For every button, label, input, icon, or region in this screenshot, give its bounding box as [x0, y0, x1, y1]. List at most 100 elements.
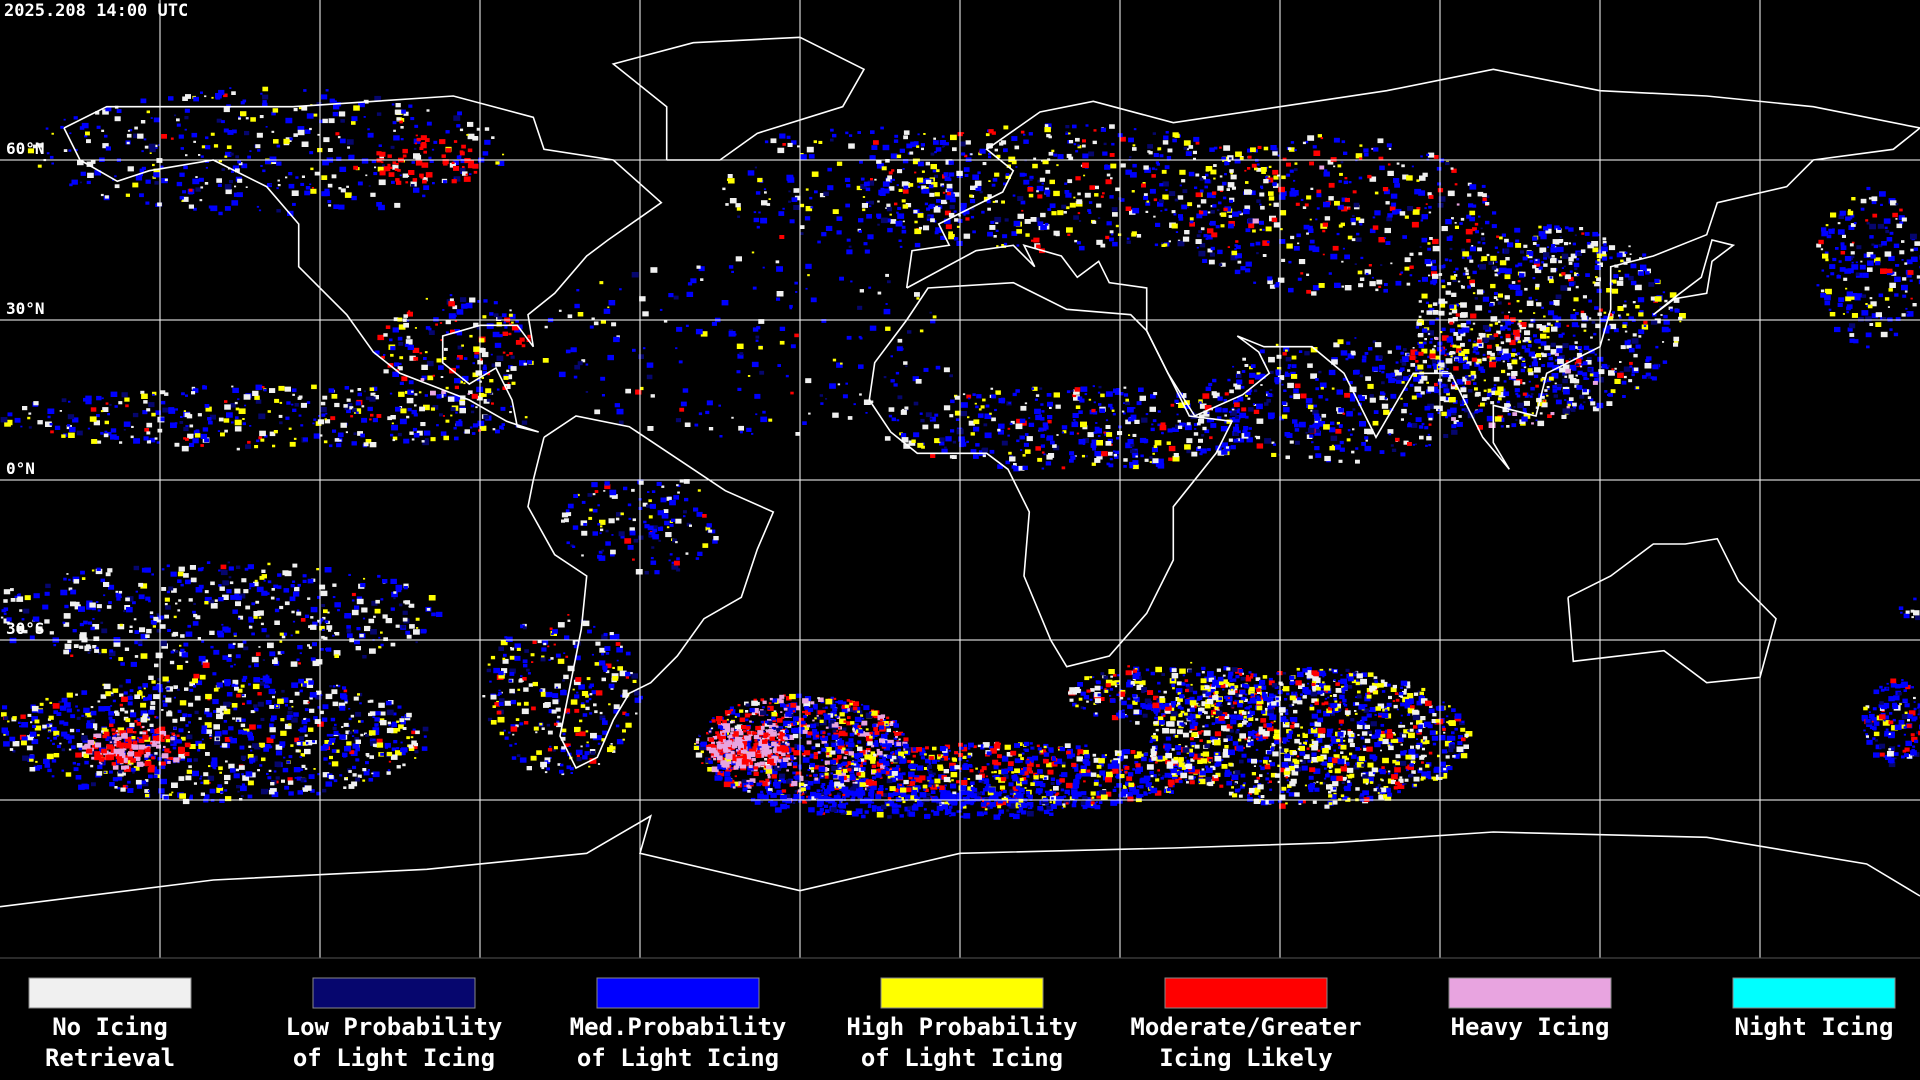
icing-pixel: [686, 291, 694, 297]
icing-pixel: [225, 151, 232, 157]
icing-pixel: [1235, 409, 1240, 414]
icing-pixel: [914, 228, 922, 235]
icing-pixel: [369, 442, 377, 448]
icing-pixel: [1227, 159, 1231, 162]
icing-pixel: [657, 571, 660, 574]
icing-pixel: [1445, 358, 1453, 364]
icing-pixel: [1149, 456, 1153, 459]
icing-pixel: [1033, 157, 1037, 160]
icing-pixel: [858, 218, 864, 223]
icing-pixel: [1428, 195, 1434, 199]
icing-pixel: [1448, 318, 1455, 324]
icing-pixel: [1310, 409, 1313, 412]
icing-pixel: [1475, 230, 1479, 234]
icing-pixel: [1012, 392, 1017, 397]
icing-pixel: [1493, 386, 1496, 389]
icing-pixel: [1313, 404, 1318, 408]
icing-pixel: [974, 180, 982, 186]
icing-pixel: [1365, 439, 1368, 442]
icing-pixel: [1674, 308, 1680, 313]
icing-pixel: [1113, 450, 1116, 453]
icing-pixel: [1078, 245, 1085, 251]
icing-pixel: [1186, 449, 1191, 454]
icing-pixel: [274, 398, 280, 403]
icing-pixel: [1470, 283, 1475, 287]
icing-pixel: [413, 433, 420, 438]
icing-pixel: [457, 355, 463, 360]
icing-pixel: [901, 433, 907, 438]
icing-pixel: [288, 172, 293, 176]
icing-pixel: [484, 139, 491, 145]
icing-pixel: [684, 422, 691, 427]
icing-pixel: [1082, 162, 1089, 168]
icing-pixel: [786, 175, 794, 181]
icing-pixel: [155, 147, 158, 149]
icing-pixel: [1618, 270, 1621, 273]
icing-pixel: [75, 148, 78, 151]
icing-pixel: [426, 608, 431, 611]
icing-pixel: [304, 748, 311, 755]
icing-pixel: [448, 301, 455, 307]
icing-pixel: [247, 155, 251, 159]
icing-pixel: [53, 736, 57, 740]
icing-pixel: [12, 716, 17, 720]
icing-pixel: [1501, 311, 1504, 314]
icing-pixel: [1622, 395, 1626, 398]
icing-pixel: [346, 398, 351, 402]
icing-pixel: [1417, 334, 1422, 337]
icing-pixel: [1144, 167, 1151, 173]
icing-pixel: [97, 764, 103, 770]
icing-pixel: [1374, 210, 1381, 216]
icing-pixel: [799, 225, 805, 229]
icing-pixel: [1550, 267, 1557, 273]
icing-pixel: [1199, 189, 1204, 193]
icing-pixel: [1046, 454, 1053, 460]
icing-pixel: [698, 412, 703, 416]
icing-pixel: [883, 188, 890, 194]
icing-pixel: [1046, 435, 1054, 441]
icing-pixel: [1093, 401, 1096, 404]
icing-pixel: [258, 209, 262, 212]
icing-pixel: [863, 242, 868, 246]
icing-pixel: [393, 740, 398, 744]
icing-pixel: [178, 599, 182, 602]
icing-pixel: [1359, 223, 1363, 226]
icing-pixel: [907, 152, 911, 155]
icing-pixel: [789, 307, 793, 310]
icing-pixel: [845, 382, 848, 385]
icing-pixel: [138, 582, 144, 587]
icing-pixel: [245, 186, 248, 188]
icing-pixel: [166, 564, 170, 568]
icing-pixel: [1210, 205, 1214, 208]
icing-pixel: [1008, 156, 1016, 163]
icing-pixel: [799, 203, 805, 208]
icing-pixel: [1153, 215, 1156, 218]
icing-pixel: [104, 134, 108, 138]
icing-pixel: [1402, 235, 1407, 239]
icing-pixel: [126, 133, 132, 138]
icing-pixel: [96, 604, 102, 609]
icing-pixel: [1181, 179, 1186, 183]
icing-pixel: [1195, 239, 1202, 244]
icing-pixel: [1307, 135, 1315, 141]
icing-pixel: [414, 327, 417, 329]
icing-pixel: [463, 176, 471, 182]
icing-pixel: [218, 211, 223, 216]
icing-pixel: [759, 370, 765, 375]
icing-pixel: [1275, 369, 1282, 374]
icing-pixel: [646, 374, 653, 380]
icing-pixel: [160, 390, 166, 395]
icing-pixel: [581, 554, 584, 557]
icing-pixel: [449, 294, 453, 297]
icing-pixel: [265, 678, 272, 684]
icing-pixel: [193, 758, 198, 762]
icing-pixel: [333, 650, 341, 656]
icing-pixel: [965, 217, 970, 221]
icing-pixel: [1530, 393, 1534, 396]
icing-pixel: [960, 202, 967, 208]
icing-pixel: [1480, 369, 1486, 373]
icing-pixel: [1532, 265, 1537, 269]
icing-pixel: [1483, 379, 1486, 382]
icing-pixel: [248, 665, 252, 668]
icing-pixel: [198, 154, 201, 156]
